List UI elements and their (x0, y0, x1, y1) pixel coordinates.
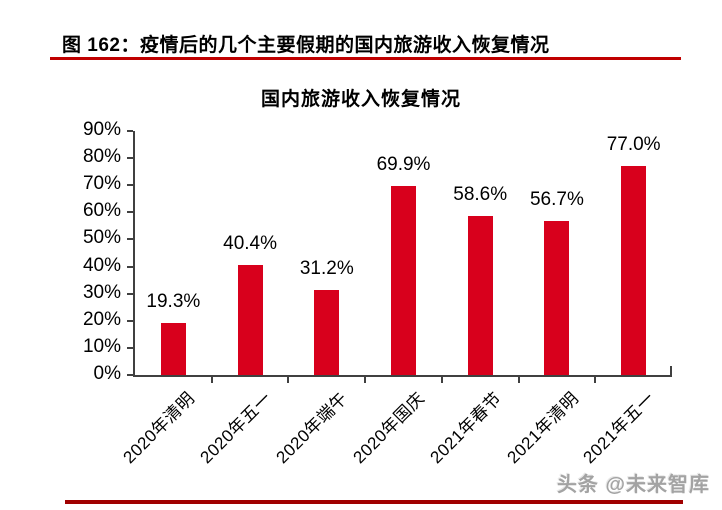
y-axis-tick (127, 374, 133, 376)
bar (314, 290, 340, 375)
bottom-rule (65, 500, 683, 504)
y-axis-label: 80% (82, 146, 121, 168)
y-axis-tick (127, 265, 133, 268)
x-axis-category-label: 2021年春节 (426, 388, 506, 468)
bar-value-label: 77.0% (606, 134, 661, 156)
x-axis-end-tick (670, 366, 672, 375)
x-axis-tick (440, 377, 443, 383)
plot-area: 0% 10% 20% 30% 40% 50% 60% 70% 80% 90% 19.3% 40.4% 3… (83, 119, 672, 467)
x-axis-tick (364, 377, 367, 383)
caption-underline (50, 57, 681, 60)
x-axis-category-label: 2020年五一 (196, 388, 276, 468)
y-axis-tick (127, 157, 133, 160)
bar (621, 166, 647, 375)
x-axis-category-label: 2020年清明 (119, 388, 199, 468)
x-axis-category-label: 2020年端午 (273, 388, 352, 468)
y-axis-label: 60% (82, 200, 121, 222)
x-axis-tick (517, 377, 520, 383)
bar (391, 185, 416, 375)
x-axis-category-label: 2021年五一 (579, 388, 659, 468)
x-axis-category-label: 2020年国庆 (349, 388, 429, 468)
y-axis-label: 20% (82, 308, 121, 330)
y-axis-label: 70% (82, 173, 121, 195)
y-axis-tick (127, 346, 133, 349)
y-axis-label: 90% (82, 118, 121, 140)
y-axis-tick (127, 184, 133, 187)
y-axis-label: 10% (82, 335, 121, 357)
bar-value-label: 56.7% (529, 189, 584, 211)
figure-caption: 图 162：疫情后的几个主要假期的国内旅游收入恢复情况 (62, 35, 550, 56)
y-axis-label: 30% (82, 281, 121, 303)
x-axis-tick (594, 377, 597, 383)
bar-value-label: 40.4% (223, 233, 277, 255)
watermark: 头条 @未来智库 (556, 474, 710, 496)
y-axis-tick (127, 211, 133, 214)
x-axis-tick (287, 377, 290, 383)
bar-value-label: 31.2% (299, 258, 354, 280)
y-axis-tick (127, 238, 133, 241)
bar-value-label: 69.9% (376, 153, 431, 175)
x-axis-tick (210, 377, 213, 383)
y-axis-label: 50% (82, 227, 121, 249)
bar (544, 221, 570, 375)
y-axis-tick (127, 319, 133, 322)
y-axis-tick (127, 292, 133, 295)
y-axis-label: 40% (82, 254, 121, 276)
x-axis-category-label: 2021年清明 (503, 388, 582, 468)
bar (467, 216, 493, 375)
chart-title: 国内旅游收入恢复情况 (260, 89, 461, 110)
y-axis-label: 0% (93, 362, 121, 384)
bar-value-label: 19.3% (146, 290, 201, 312)
bar (237, 265, 263, 375)
bar-value-label: 58.6% (453, 184, 508, 206)
bar (160, 322, 186, 375)
y-axis-tick (127, 130, 133, 132)
